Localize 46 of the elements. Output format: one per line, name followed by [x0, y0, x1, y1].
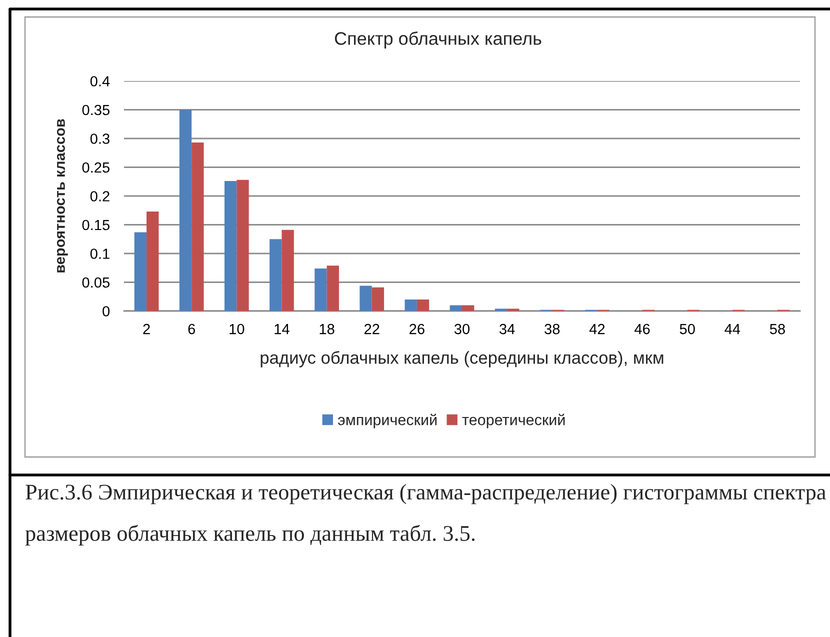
- bar: [372, 287, 384, 311]
- y-tick-label: 0: [102, 306, 110, 316]
- y-tick-label: 0.4: [90, 76, 110, 86]
- x-tick-label: 44: [724, 324, 740, 334]
- x-axis-title: радиус облачных капель (середины классов), мкм: [260, 350, 664, 368]
- bar: [404, 300, 417, 311]
- x-tick-label: 26: [410, 324, 424, 334]
- bar: [146, 212, 159, 311]
- y-tick-label: 0.3: [90, 134, 110, 144]
- x-tick-label: 38: [544, 324, 560, 334]
- x-tick-label: 10: [230, 324, 244, 334]
- y-tick-label: 0.05: [82, 277, 110, 288]
- x-tick-label: 34: [500, 324, 515, 334]
- bar: [450, 305, 462, 311]
- text: Рис.3.6 Эмпирическая и теоретическая (гамма-распределение) гистограммы спектра размеров облачных капель по данным табл. 3.5.: [25, 484, 826, 546]
- y-tick-label: 0.1: [90, 248, 110, 259]
- bar: [462, 305, 474, 311]
- x-tick-label: 50: [680, 324, 695, 334]
- bar: [326, 266, 339, 311]
- y-axis-title: вероятность классов: [56, 119, 68, 272]
- bar: [236, 180, 249, 311]
- bar: [224, 181, 237, 311]
- x-tick-label: 42: [589, 324, 605, 334]
- bar: [192, 142, 204, 311]
- x-tick-label: 46: [634, 324, 650, 334]
- bar: [282, 230, 294, 311]
- bar: [314, 268, 327, 311]
- bar: [416, 300, 430, 311]
- x-tick-label: 14: [274, 324, 290, 334]
- bar: [360, 286, 372, 311]
- x-tick-label: 2: [143, 324, 150, 334]
- bar: [134, 232, 147, 311]
- x-tick-label: 22: [364, 324, 380, 334]
- chart-title: Спектр облачных капель: [334, 32, 542, 48]
- legend-label: эмпирический: [338, 414, 437, 428]
- bar: [270, 239, 282, 311]
- bar: [179, 110, 192, 311]
- x-tick-label: 30: [454, 324, 470, 334]
- x-tick-label: 18: [320, 324, 334, 334]
- x-tick-label: 58: [770, 324, 785, 334]
- y-tick-label: 0.25: [82, 162, 110, 173]
- y-tick-label: 0.2: [90, 191, 110, 202]
- y-tick-label: 0.35: [82, 104, 110, 116]
- legend-label: теоретический: [462, 414, 565, 428]
- x-tick-label: 6: [188, 324, 196, 334]
- y-tick-label: 0.15: [82, 220, 110, 230]
